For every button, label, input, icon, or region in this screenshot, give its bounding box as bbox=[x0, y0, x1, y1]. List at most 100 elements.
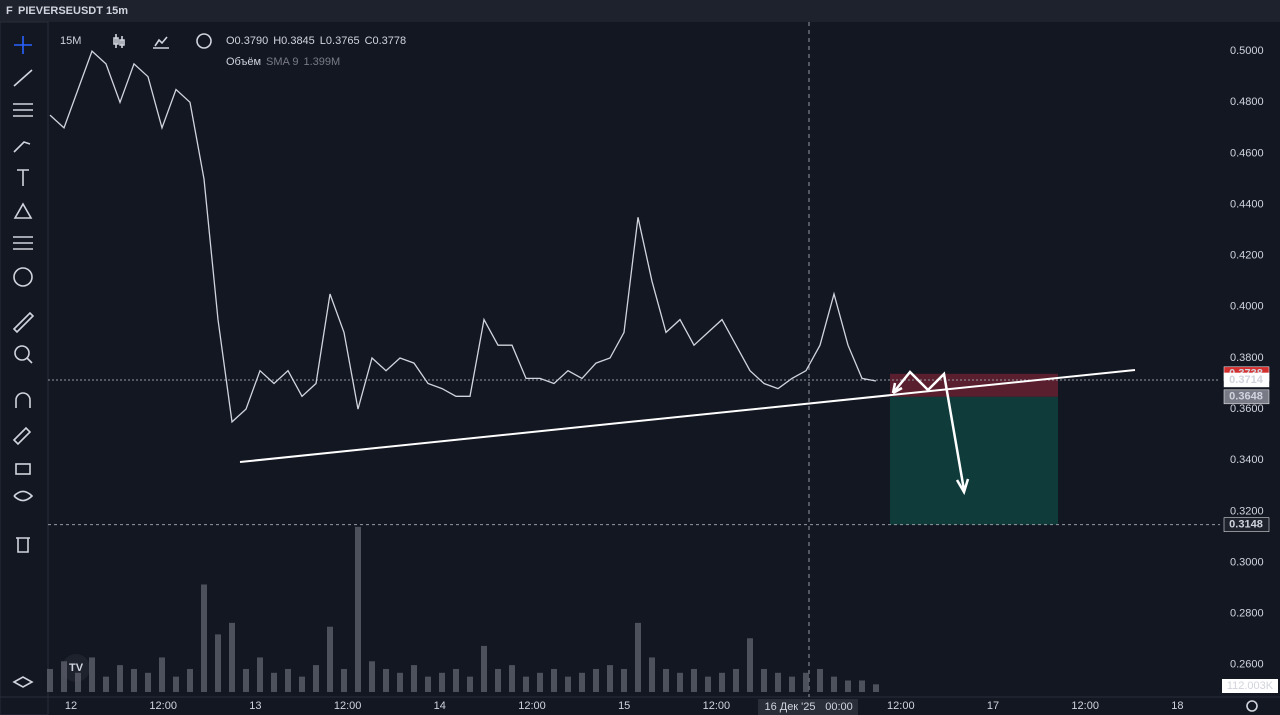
volume-bar bbox=[383, 668, 389, 692]
volume-bar bbox=[649, 657, 655, 692]
title-bar bbox=[0, 0, 1280, 22]
x-tick-label: 18 bbox=[1171, 700, 1183, 712]
y-tick-label: 0.3200 bbox=[1230, 505, 1264, 517]
y-tick-label: 0.3400 bbox=[1230, 454, 1264, 466]
volume-bar bbox=[439, 672, 445, 692]
timeframe[interactable]: 15M bbox=[60, 35, 81, 47]
x-tick-label: 17 bbox=[987, 700, 999, 712]
volume-bar bbox=[355, 526, 361, 692]
volume-bar bbox=[775, 672, 781, 692]
volume-label: 112.003K bbox=[1227, 680, 1274, 692]
volume-bar bbox=[733, 668, 739, 692]
x-tick-label: 12:00 bbox=[703, 700, 731, 712]
projection-arrow bbox=[891, 370, 970, 496]
crosshair-date: 16 Дек '25 bbox=[764, 701, 815, 713]
volume-legend: Объём SMA 9 1.399M bbox=[226, 56, 340, 68]
x-tick-label: 12:00 bbox=[1071, 700, 1099, 712]
y-tick-label: 0.5000 bbox=[1230, 45, 1264, 57]
volume-bar bbox=[691, 668, 697, 692]
volume-bar bbox=[327, 626, 333, 692]
price-line bbox=[49, 49, 877, 424]
price-axis bbox=[1220, 22, 1280, 697]
volume-bar bbox=[117, 665, 123, 692]
ohlc-value: H0.3845 bbox=[273, 35, 315, 47]
x-tick-label: 14 bbox=[434, 700, 446, 712]
y-tick-label: 0.4800 bbox=[1230, 96, 1264, 108]
volume-bar bbox=[481, 645, 487, 692]
volume-bar bbox=[47, 668, 53, 692]
tv-logo-text: TV bbox=[69, 662, 84, 674]
volume-bar bbox=[873, 684, 879, 692]
volume-bar bbox=[523, 676, 529, 692]
settings-icon[interactable] bbox=[1246, 700, 1258, 712]
volume-bar bbox=[299, 676, 305, 692]
volume-bar bbox=[677, 672, 683, 692]
crosshair-time: 00:00 bbox=[825, 701, 853, 713]
volume-bar bbox=[271, 672, 277, 692]
volume-bar bbox=[285, 668, 291, 692]
header-icons[interactable] bbox=[113, 33, 212, 49]
volume-bar bbox=[831, 676, 837, 692]
x-tick-label: 12:00 bbox=[149, 700, 177, 712]
y-tick-label: 0.3600 bbox=[1230, 403, 1264, 415]
volume-bar bbox=[369, 661, 375, 692]
entry-label: 0.3648 bbox=[1229, 391, 1263, 403]
volume-bar bbox=[817, 668, 823, 692]
y-tick-label: 0.4200 bbox=[1230, 250, 1264, 262]
volume-bar bbox=[593, 668, 599, 692]
volume-bar bbox=[509, 665, 515, 692]
volume-legend-item: 1.399M bbox=[303, 56, 340, 68]
volume-bar bbox=[537, 672, 543, 692]
volume-bar bbox=[621, 668, 627, 692]
x-tick-label: 12:00 bbox=[518, 700, 546, 712]
volume-bar bbox=[719, 672, 725, 692]
volume-bar bbox=[173, 676, 179, 692]
volume-bar bbox=[243, 668, 249, 692]
volume-bar bbox=[747, 638, 753, 692]
volume-bar bbox=[145, 672, 151, 692]
volume-bar bbox=[663, 668, 669, 692]
volume-bar bbox=[215, 634, 221, 692]
volume-bar bbox=[845, 680, 851, 692]
toolbar bbox=[0, 21, 49, 715]
target-zone bbox=[890, 396, 1058, 525]
target-label: 0.3148 bbox=[1229, 519, 1263, 531]
ohlc-value: L0.3765 bbox=[320, 35, 360, 47]
volume-bar bbox=[201, 584, 207, 692]
volume-bar bbox=[495, 668, 501, 692]
volume-bar bbox=[705, 676, 711, 692]
volume-bar bbox=[89, 657, 95, 692]
volume-bar bbox=[159, 657, 165, 692]
y-tick-label: 0.2600 bbox=[1230, 659, 1264, 671]
volume-bar bbox=[635, 622, 641, 692]
volume-bar bbox=[397, 672, 403, 692]
toolbar-icons[interactable] bbox=[12, 36, 35, 688]
volume-legend-item: SMA 9 bbox=[266, 56, 298, 68]
last-price-label: 0.3714 bbox=[1229, 374, 1264, 386]
volume-bar bbox=[453, 668, 459, 692]
volume-bar bbox=[859, 680, 865, 692]
volume-bar bbox=[313, 665, 319, 692]
volume-bar bbox=[61, 661, 67, 692]
volume-bar bbox=[761, 668, 767, 692]
y-tick-label: 0.2800 bbox=[1230, 608, 1264, 620]
ohlc-value: C0.3778 bbox=[365, 35, 407, 47]
tv-logo[interactable] bbox=[62, 654, 90, 682]
target-label-bg bbox=[1223, 517, 1270, 532]
volume-bar bbox=[131, 668, 137, 692]
y-tick-label: 0.4600 bbox=[1230, 147, 1264, 159]
volume-bar bbox=[75, 672, 81, 692]
trendline bbox=[239, 369, 1136, 463]
x-tick-label: 12:00 bbox=[887, 700, 915, 712]
x-tick-label: 13 bbox=[249, 700, 261, 712]
volume-bar bbox=[229, 622, 235, 692]
volume-bar bbox=[103, 676, 109, 692]
entry-label-bg bbox=[1223, 389, 1270, 405]
volume-bar bbox=[341, 668, 347, 692]
volume-bar bbox=[411, 665, 417, 692]
x-tick-label: 12 bbox=[65, 700, 77, 712]
last-price-label-bg bbox=[1223, 372, 1270, 388]
volume-bar bbox=[803, 672, 809, 692]
